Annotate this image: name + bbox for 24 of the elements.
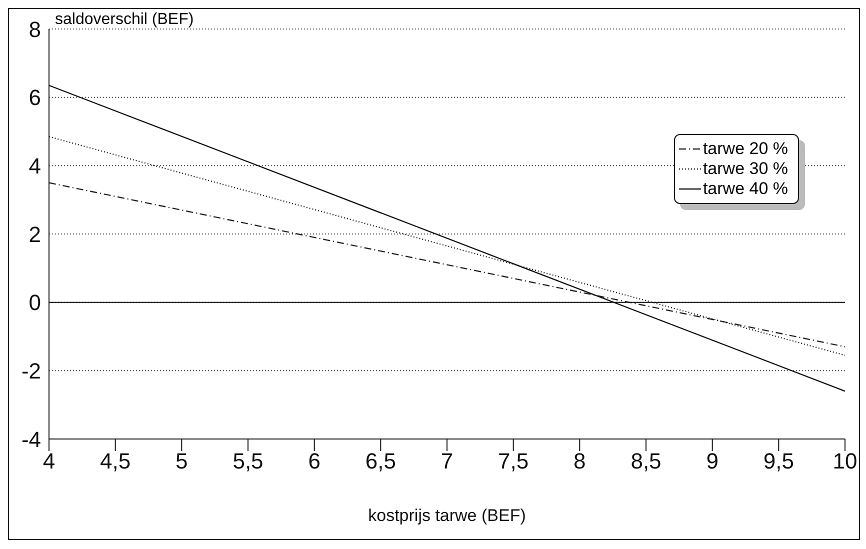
x-tick-label: 7 <box>440 448 454 474</box>
x-tick-label: 5,5 <box>232 448 264 474</box>
y-tick-label: 0 <box>28 290 41 316</box>
y-tick-label: 4 <box>28 153 41 178</box>
x-tick-label: 9 <box>706 448 718 474</box>
x-tick-label: 6,5 <box>365 448 396 474</box>
legend-label: tarwe 30 % <box>702 159 788 179</box>
y-tick-label: 6 <box>28 85 41 110</box>
legend-label: tarwe 40 % <box>702 179 788 199</box>
y-axis-title: saldoverschil (BEF) <box>55 11 194 29</box>
y-tick-label: 8 <box>28 16 41 42</box>
x-tick-label: 8 <box>574 448 586 474</box>
x-tick-label: 4,5 <box>100 448 131 474</box>
x-tick-label: 6 <box>308 448 320 474</box>
x-axis-title: kostprijs tarwe (BEF) <box>368 506 526 525</box>
x-tick-label: 9,5 <box>763 448 794 474</box>
x-tick-label: 10 <box>832 448 858 474</box>
y-tick-label: -4 <box>21 426 41 452</box>
legend-label: tarwe 20 % <box>702 139 788 159</box>
y-tick-label: 2 <box>28 222 41 247</box>
x-tick-label: 5 <box>176 448 188 474</box>
x-tick-label: 7,5 <box>498 448 529 474</box>
x-tick-label: 8,5 <box>630 448 662 474</box>
y-tick-label: -2 <box>21 358 41 384</box>
